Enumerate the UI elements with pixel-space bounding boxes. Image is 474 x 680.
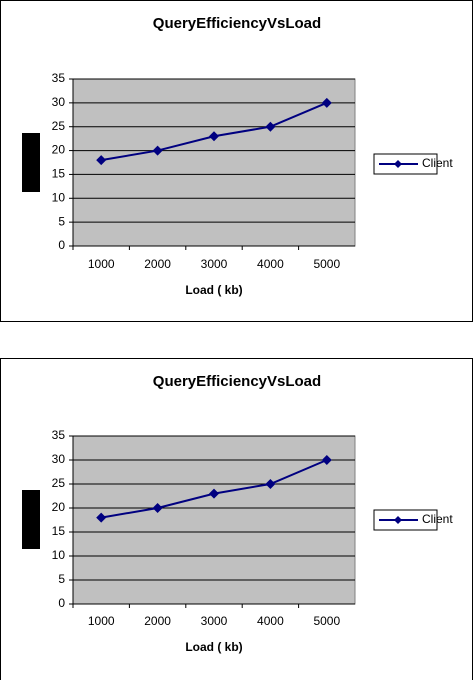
data-point (96, 512, 107, 523)
x-tick-label: 4000 (257, 257, 284, 271)
x-tick-label: 2000 (144, 614, 171, 628)
y-label-redaction (22, 133, 40, 192)
data-point (152, 145, 163, 156)
data-point (265, 121, 276, 132)
y-tick-label: 25 (52, 476, 66, 490)
y-tick-label: 35 (52, 71, 66, 85)
data-point (96, 155, 107, 166)
chart-title: QueryEfficiencyVsLoad (153, 15, 321, 32)
legend-marker (394, 516, 402, 524)
legend-label: Client (422, 156, 453, 170)
chart-frame (0, 0, 473, 322)
chart-frame (0, 358, 473, 680)
data-point (152, 503, 163, 513)
x-tick-label: 1000 (88, 257, 115, 271)
y-label-redaction (22, 490, 40, 549)
y-tick-label: 20 (52, 500, 66, 514)
x-tick-label: 2000 (144, 257, 171, 271)
y-tick-label: 0 (58, 238, 65, 252)
x-tick-label: 3000 (201, 257, 228, 271)
y-tick-label: 30 (52, 452, 66, 466)
y-tick-label: 35 (52, 428, 66, 442)
y-tick-label: 25 (52, 119, 66, 133)
plot-area (72, 78, 356, 247)
x-tick-label: 5000 (313, 614, 340, 628)
x-axis-title: Load ( kb) (185, 283, 242, 297)
legend-label: Client (422, 512, 453, 526)
x-axis-title: Load ( kb) (185, 640, 242, 654)
x-tick-label: 4000 (257, 614, 284, 628)
data-point (321, 455, 332, 465)
chart-title: QueryEfficiencyVsLoad (153, 373, 321, 390)
data-point (321, 97, 332, 108)
x-tick-label: 1000 (88, 614, 115, 628)
x-tick-label: 5000 (313, 257, 340, 271)
y-tick-label: 10 (52, 190, 66, 204)
y-tick-label: 5 (58, 572, 65, 586)
y-tick-label: 15 (52, 524, 66, 538)
data-point (209, 488, 219, 499)
y-tick-label: 30 (52, 95, 66, 109)
y-tick-label: 0 (58, 596, 65, 610)
data-point (209, 131, 219, 142)
y-tick-label: 5 (58, 214, 65, 228)
y-tick-label: 15 (52, 167, 66, 181)
y-tick-label: 20 (52, 143, 66, 157)
data-point (265, 479, 276, 489)
x-tick-label: 3000 (201, 614, 228, 628)
plot-area (72, 435, 356, 605)
legend-marker (394, 160, 402, 168)
y-tick-label: 10 (52, 548, 66, 562)
